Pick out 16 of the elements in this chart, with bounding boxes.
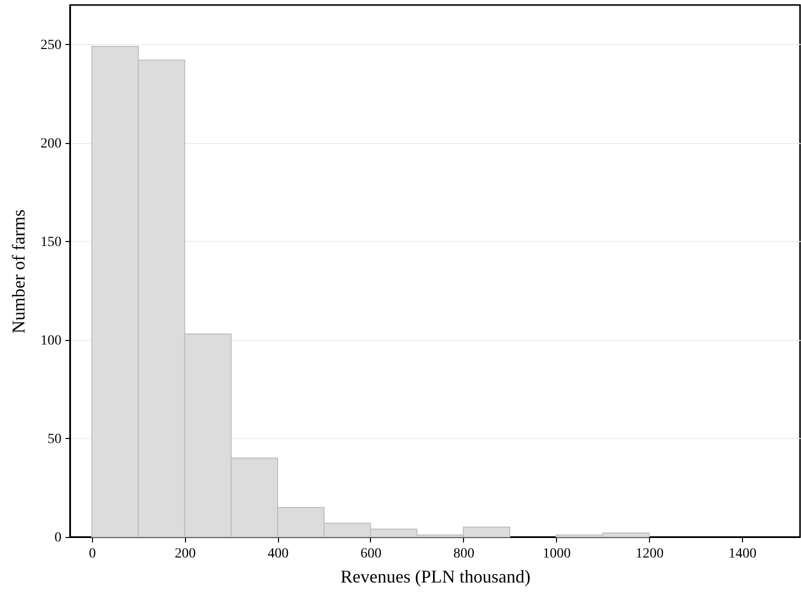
x-tick-label: 800 xyxy=(453,546,474,562)
y-tick-label: 150 xyxy=(40,234,62,250)
y-tick-label: 200 xyxy=(40,136,62,152)
y-tick-label: 100 xyxy=(40,333,62,348)
x-tick-label: 1400 xyxy=(728,546,756,562)
y-tick-label: 250 xyxy=(40,38,62,53)
y-axis-title: Number of farms xyxy=(8,210,28,334)
x-tick-label: 1000 xyxy=(542,546,571,562)
x-tick-label: 0 xyxy=(88,546,96,562)
x-tick-label: 400 xyxy=(268,546,289,562)
x-tick-label: 1200 xyxy=(636,546,664,562)
y-tick-label: 50 xyxy=(48,432,62,447)
x-axis-title: Revenues (PLN thousand) xyxy=(340,566,530,586)
x-tick-label: 600 xyxy=(360,546,382,562)
x-tick-label: 200 xyxy=(174,546,196,562)
y-tick-label: 0 xyxy=(54,530,62,546)
